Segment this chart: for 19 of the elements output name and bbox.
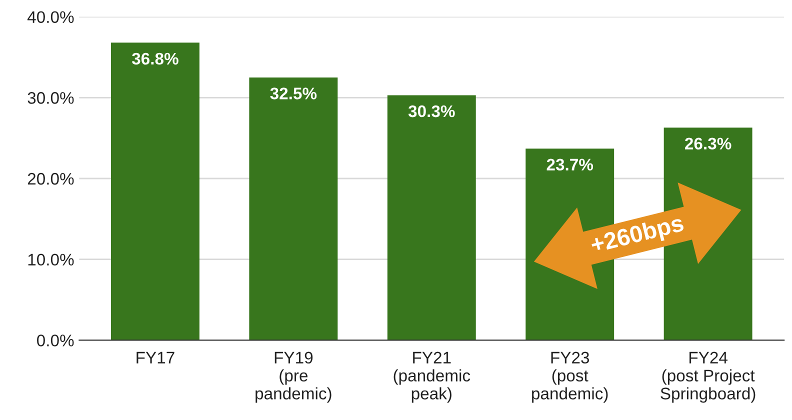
data-label: 36.8% xyxy=(132,52,178,65)
bar xyxy=(249,77,338,340)
x-tick-label: FY23 (post pandemic) xyxy=(532,352,608,403)
x-tick-label: FY24 (post Project Springboard) xyxy=(660,352,756,403)
y-tick-label: 30.0% xyxy=(28,92,74,104)
x-tick-label: FY19 (pre pandemic) xyxy=(256,352,332,403)
bar xyxy=(387,95,476,340)
bar xyxy=(110,42,200,340)
data-label: 26.3% xyxy=(685,138,732,150)
y-tick-label: 0.0% xyxy=(37,334,74,346)
data-label: 30.3% xyxy=(408,105,455,118)
data-label: 32.5% xyxy=(270,88,317,100)
x-tick-label: FY21 (pandemic peak) xyxy=(394,352,470,403)
y-tick-label: 10.0% xyxy=(28,254,74,266)
y-tick-label: 40.0% xyxy=(27,11,74,24)
y-tick-label: 20.0% xyxy=(28,172,74,185)
x-tick-label: FY17 xyxy=(136,352,174,364)
annotation: +260bps xyxy=(590,214,686,258)
data-label: 23.7% xyxy=(546,158,594,171)
